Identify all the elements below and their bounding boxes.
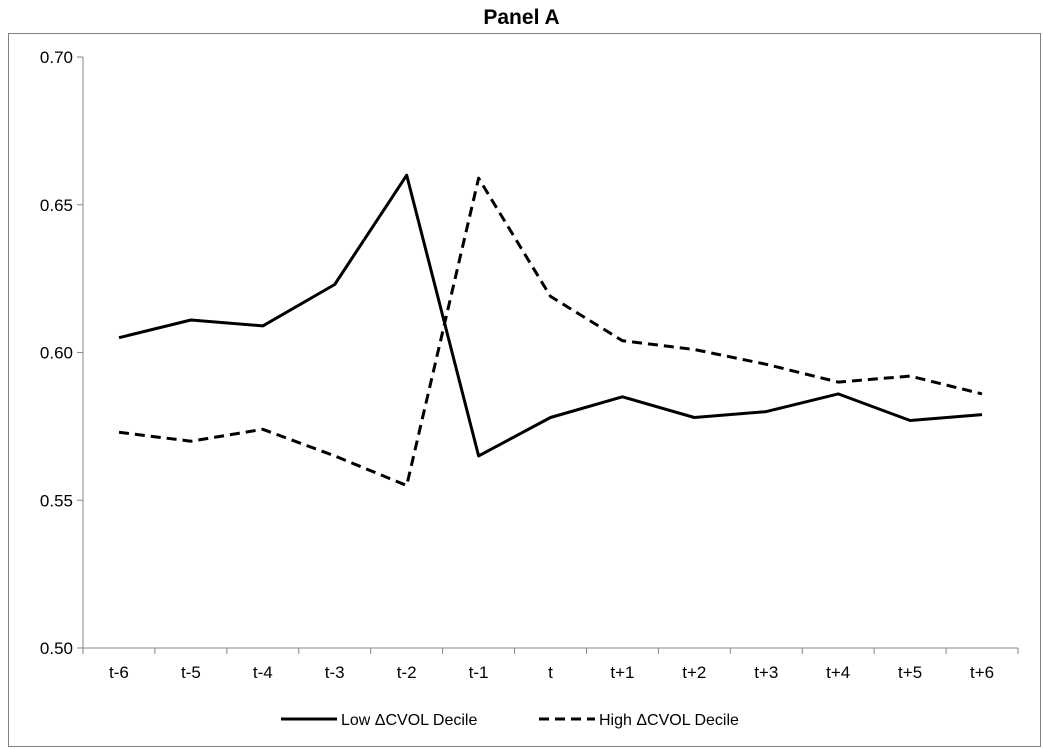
x-tick-label: t+4 [826, 663, 850, 682]
chart-area: 0.50 0.55 0.60 0.65 0.70 t-6 t-5 t-4 t-3 t-2 t-1 t t… [8, 33, 1041, 747]
x-tick-label: t-2 [397, 663, 417, 682]
x-tick-label: t+1 [610, 663, 634, 682]
chart-title: Panel A [483, 6, 560, 29]
x-tick-label: t+5 [898, 663, 922, 682]
series-line-low [118, 173, 983, 458]
x-tick-label: t [548, 663, 553, 682]
legend-item-low-label: Low ΔCVOL Decile [341, 712, 477, 729]
x-tick-label: t+2 [682, 663, 706, 682]
x-tick-label: t-1 [469, 663, 489, 682]
series-line-high [118, 176, 983, 487]
line-chart: 0.50 0.55 0.60 0.65 0.70 t-6 t-5 t-4 t-3 t-2 t-1 t t… [40, 48, 1019, 729]
legend-item-high-label: High ΔCVOL Decile [599, 712, 739, 729]
x-tick-label: t+6 [970, 663, 994, 682]
x-tick-label: t-3 [325, 663, 345, 682]
x-tick-label: t-4 [253, 663, 273, 682]
y-tick-label: 0.70 [40, 48, 73, 67]
x-tick-label: t-5 [181, 663, 201, 682]
x-tick-label: t-6 [109, 663, 129, 682]
y-tick-label: 0.55 [40, 491, 73, 510]
y-tick-label: 0.60 [40, 344, 73, 363]
y-tick-label: 0.65 [40, 196, 73, 215]
x-tick-label: t+3 [754, 663, 778, 682]
y-tick-label: 0.50 [40, 639, 73, 658]
